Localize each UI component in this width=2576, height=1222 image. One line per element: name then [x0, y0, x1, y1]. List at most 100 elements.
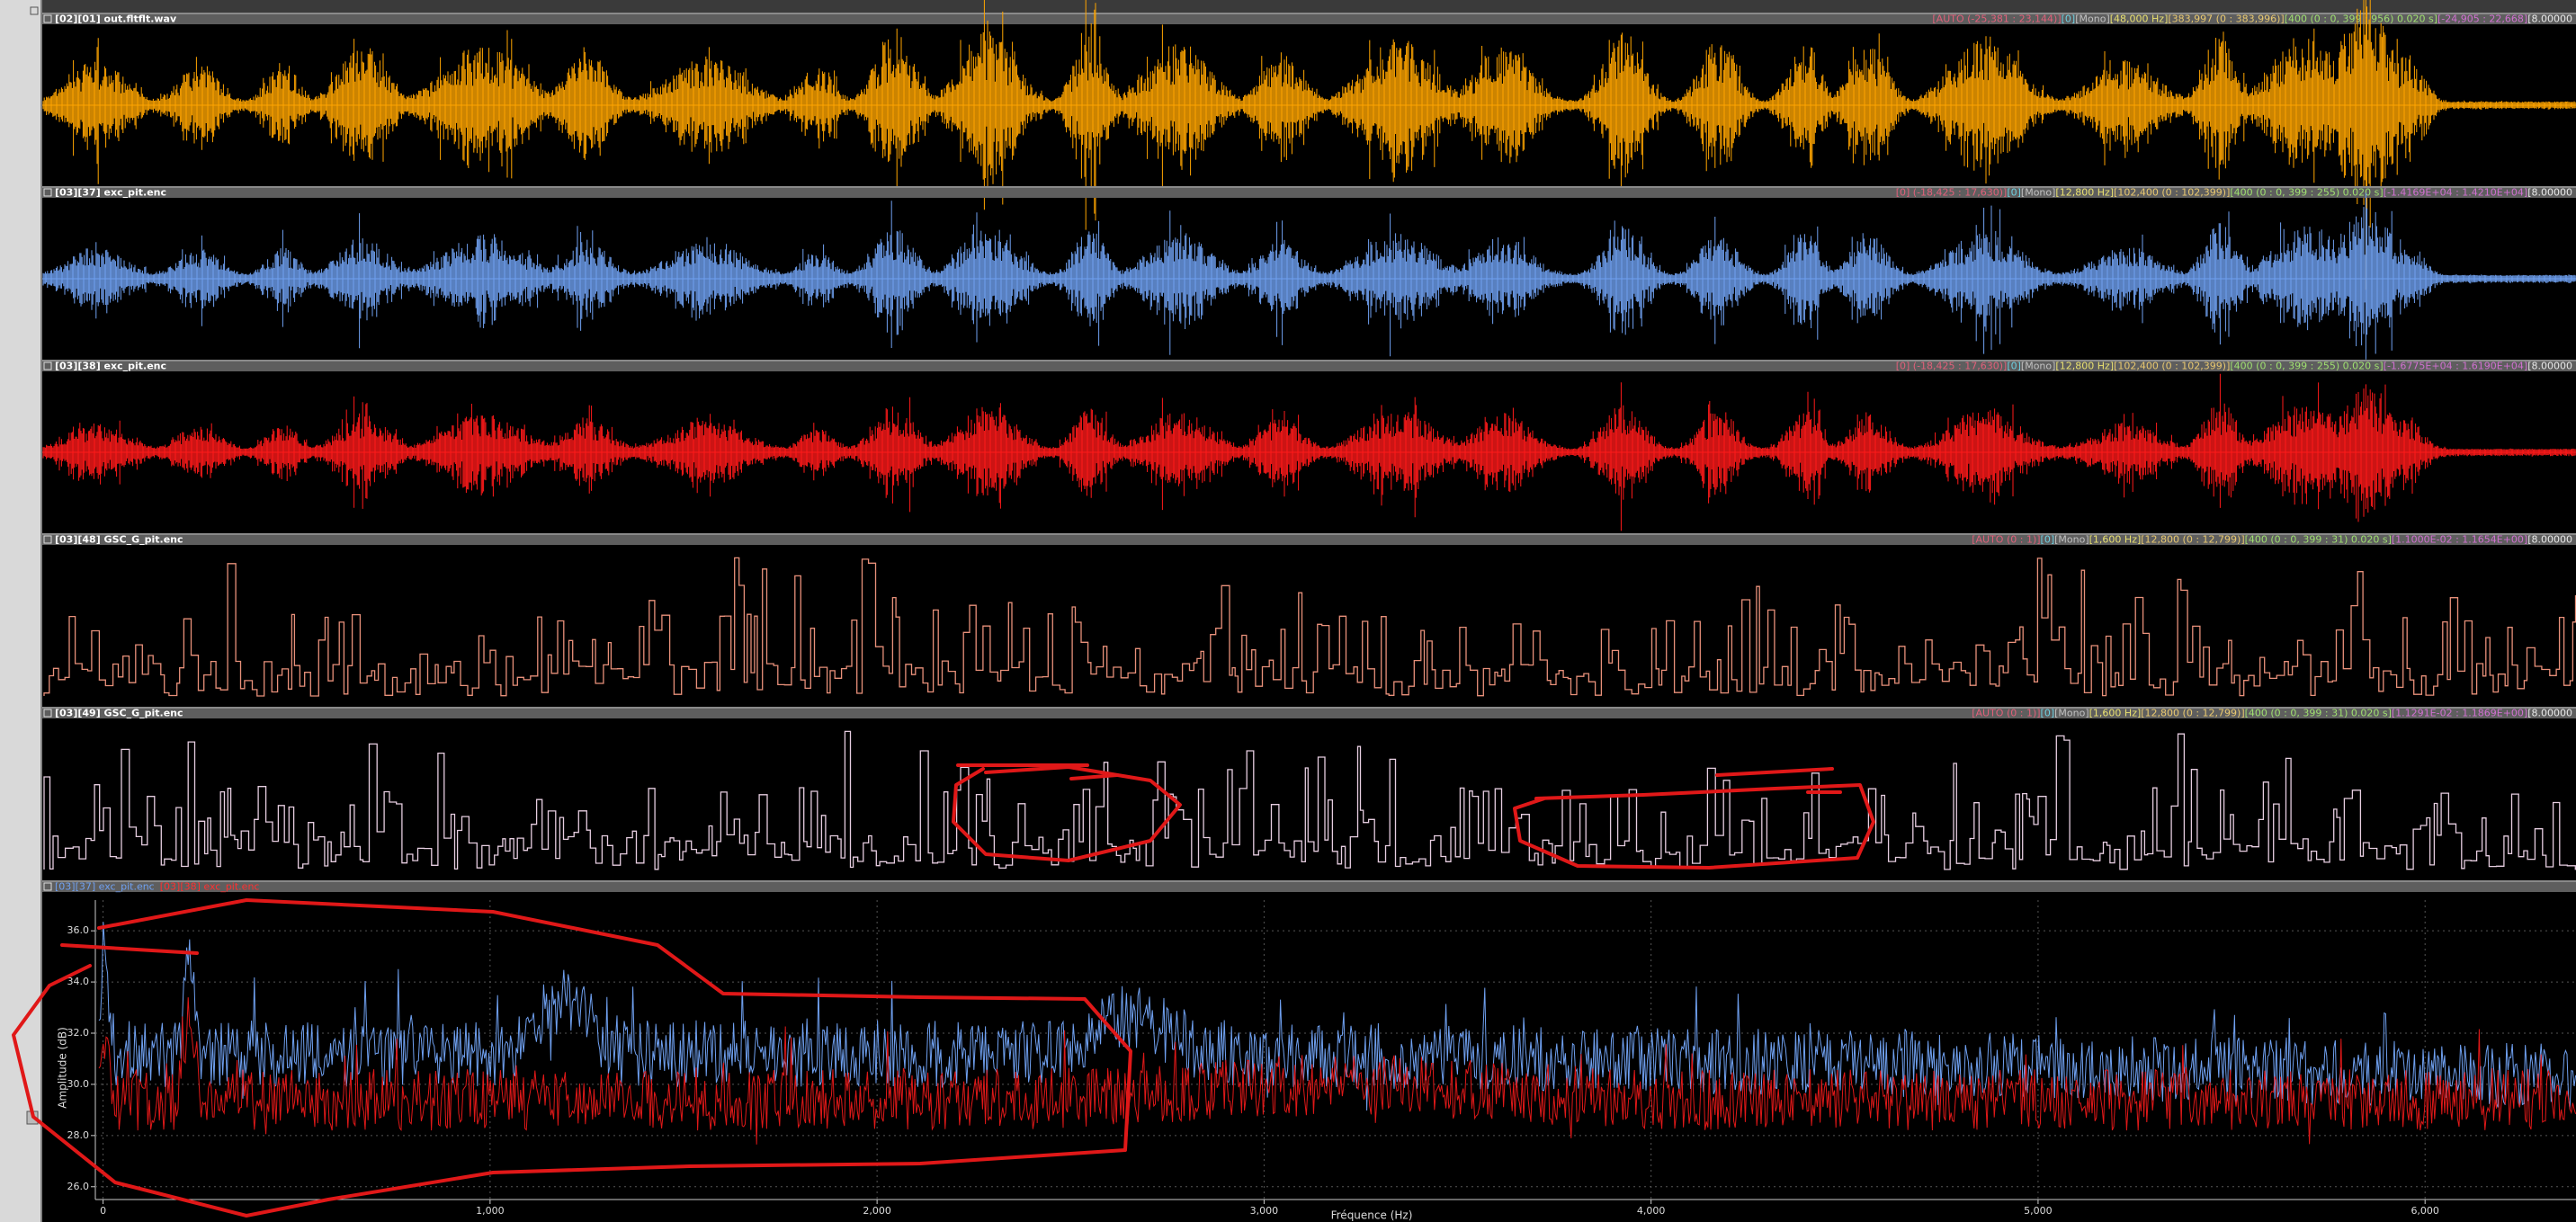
collapse-button[interactable] [43, 882, 52, 891]
toolbar-button[interactable] [30, 6, 39, 15]
panel-header [42, 13, 2576, 24]
info-field: [102,400 (0 : 102,399)] [2114, 361, 2230, 372]
info-field: [0] [2007, 187, 2021, 199]
x-tick-label: 1,000 [476, 1205, 505, 1217]
y-tick-label: 34.0 [67, 976, 90, 987]
x-tick-label: 3,000 [1250, 1205, 1279, 1217]
annotation [1069, 773, 1119, 780]
left-toolbar [0, 0, 40, 1222]
y-axis-label: Amplitude (dB) [57, 1027, 69, 1109]
info-field: [8.00000 [2527, 708, 2572, 719]
step-plot [43, 557, 2576, 697]
panel-header [42, 707, 2576, 718]
x-axis-label: Fréquence (Hz) [1331, 1209, 1413, 1222]
info-field: [8.00000 [2527, 534, 2572, 546]
x-tick-label: 5,000 [2024, 1205, 2053, 1217]
info-field: [0] [2062, 13, 2076, 25]
panel-title: [03][38] exc_pit.enc [55, 361, 166, 372]
annotation [1715, 767, 1834, 777]
info-field: [0] [2041, 708, 2055, 719]
info-field: [8.00000 [2527, 187, 2572, 199]
info-field: [1,600 Hz] [2089, 534, 2142, 546]
step-plot [43, 730, 2576, 870]
info-field: [400 (0 : 0, 399 : 255) 0.020 s] [2230, 187, 2383, 199]
info-field: [1.1291E-02 : 1.1869E+00] [2392, 708, 2527, 719]
info-field: [12,800 (0 : 12,799)] [2141, 708, 2244, 719]
panel-header-line [42, 360, 2576, 361]
info-field: [8.00000 [2527, 13, 2572, 25]
info-field: [0] [2041, 534, 2055, 546]
info-field: [Mono] [2054, 534, 2089, 546]
annotation [952, 765, 1182, 862]
toolbar-border [40, 0, 42, 1222]
info-field: [383,997 (0 : 383,996)] [2168, 13, 2284, 25]
info-field: [-1.4169E+04 : 1.4210E+04] [2384, 187, 2528, 199]
info-field: [Mono] [2021, 187, 2056, 199]
info-field: [-1.6775E+04 : 1.6190E+04] [2384, 361, 2528, 372]
info-field: [400 (0 : 0, 399 : 31) 0.020 s] [2245, 708, 2392, 719]
info-field: [0] (-18,425 : 17,630)] [1896, 187, 2008, 199]
y-tick-label: 26.0 [67, 1181, 90, 1192]
panel-header-line [42, 13, 2576, 14]
info-field: [Mono] [2054, 708, 2089, 719]
collapse-button[interactable] [43, 535, 52, 544]
panel-title: [03][48] GSC_G_pit.enc [55, 534, 183, 546]
spectrum-line [98, 997, 2576, 1145]
info-field: [1,600 Hz] [2089, 708, 2142, 719]
info-field: [0] [2007, 361, 2021, 372]
panel-info: [0] (-18,425 : 17,630)][0][Mono][12,800 … [1896, 187, 2572, 199]
panel-title: [03][49] GSC_G_pit.enc [55, 708, 183, 719]
y-tick-label: 32.0 [67, 1027, 90, 1039]
panel-header [42, 360, 2576, 371]
y-tick-label: 36.0 [67, 924, 90, 936]
x-tick-label: 6,000 [2411, 1205, 2439, 1217]
info-field: [8.00000 [2527, 361, 2572, 372]
info-field: [400 (0 : 0, 399 : 31) 0.020 s] [2245, 534, 2392, 546]
collapse-button[interactable] [43, 709, 52, 718]
info-field: [0] (-18,425 : 17,630)] [1896, 361, 2008, 372]
panel-header-line [42, 533, 2576, 535]
annotation [12, 898, 1132, 1218]
info-field: [AUTO (0 : 1)] [1972, 534, 2040, 546]
spectrum-line [98, 922, 2576, 1111]
panel-header [42, 880, 2576, 892]
info-field: [12,800 (0 : 12,799)] [2141, 534, 2244, 546]
panel-header-line [42, 186, 2576, 188]
info-field: [48,000 Hz] [2110, 13, 2169, 25]
x-tick-label: 2,000 [863, 1205, 891, 1217]
panel-header [42, 533, 2576, 545]
x-tick-label: 4,000 [1637, 1205, 1666, 1217]
panel-info: [0] (-18,425 : 17,630)][0][Mono][12,800 … [1896, 361, 2572, 372]
info-field: [Mono] [2075, 13, 2110, 25]
collapse-button[interactable] [43, 361, 52, 370]
info-field: [102,400 (0 : 102,399)] [2114, 187, 2230, 199]
annotation [60, 943, 199, 955]
info-field: [Mono] [2021, 361, 2056, 372]
panel-title: [03][37] exc_pit.enc [55, 187, 166, 199]
info-field: [12,800 Hz] [2055, 187, 2114, 199]
panel-title: [02][01] out.fltflt.wav [55, 13, 177, 25]
legend: [03][37] exc_pit.enc [03][38] exc_pit.enc [55, 881, 259, 893]
annotation [1513, 783, 1875, 870]
info-field: [400 (0 : 0, 399 : 255) 0.020 s] [2230, 361, 2383, 372]
top-bar [42, 0, 2576, 13]
info-field: [12,800 Hz] [2055, 361, 2114, 372]
legend-entry: [03][38] exc_pit.enc [160, 881, 260, 893]
panel-header-line [42, 707, 2576, 709]
info-field: [-24,905 : 22,668] [2437, 13, 2527, 25]
y-tick-label: 30.0 [67, 1078, 90, 1090]
info-field: [1.1000E-02 : 1.1654E+00] [2392, 534, 2527, 546]
legend-entry: [03][37] exc_pit.enc [55, 881, 155, 893]
panel-header [42, 186, 2576, 198]
panel-header-line [42, 880, 2576, 882]
y-tick-label: 28.0 [67, 1129, 90, 1141]
collapse-button[interactable] [43, 14, 52, 23]
collapse-button[interactable] [43, 188, 52, 197]
panel-info: [AUTO (0 : 1)][0][Mono][1,600 Hz][12,800… [1972, 708, 2572, 719]
panel-info: [AUTO (-25,381 : 23,144)][0][Mono][48,00… [1932, 13, 2572, 25]
x-tick-label: 0 [100, 1205, 106, 1217]
panel-info: [AUTO (0 : 1)][0][Mono][1,600 Hz][12,800… [1972, 534, 2572, 546]
info-field: [AUTO (-25,381 : 23,144)] [1932, 13, 2061, 25]
info-field: [AUTO (0 : 1)] [1972, 708, 2040, 719]
